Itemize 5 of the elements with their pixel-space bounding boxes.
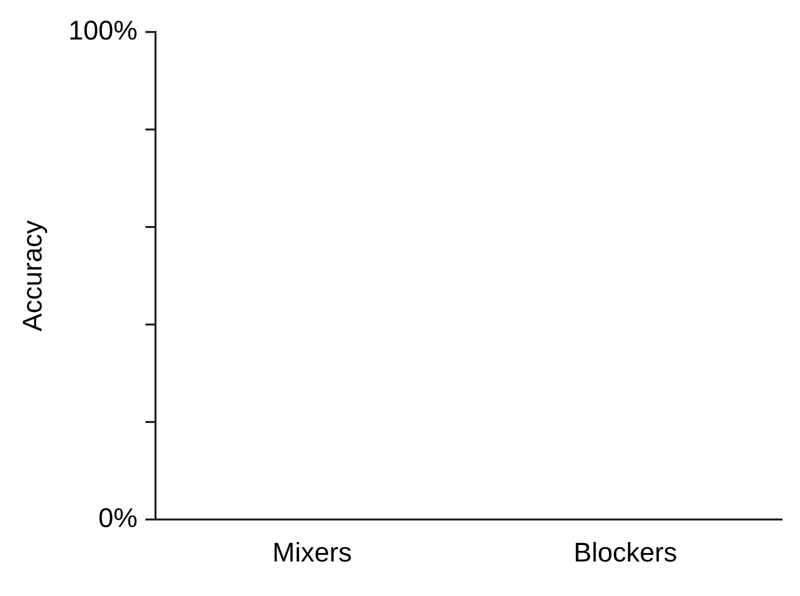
y-tick-label: 100% (68, 16, 138, 46)
y-axis-title: Accuracy (18, 220, 48, 332)
y-tick-label: 0% (98, 503, 138, 534)
x-tick-label: Blockers (574, 537, 678, 568)
x-tick-label: Mixers (272, 537, 352, 568)
